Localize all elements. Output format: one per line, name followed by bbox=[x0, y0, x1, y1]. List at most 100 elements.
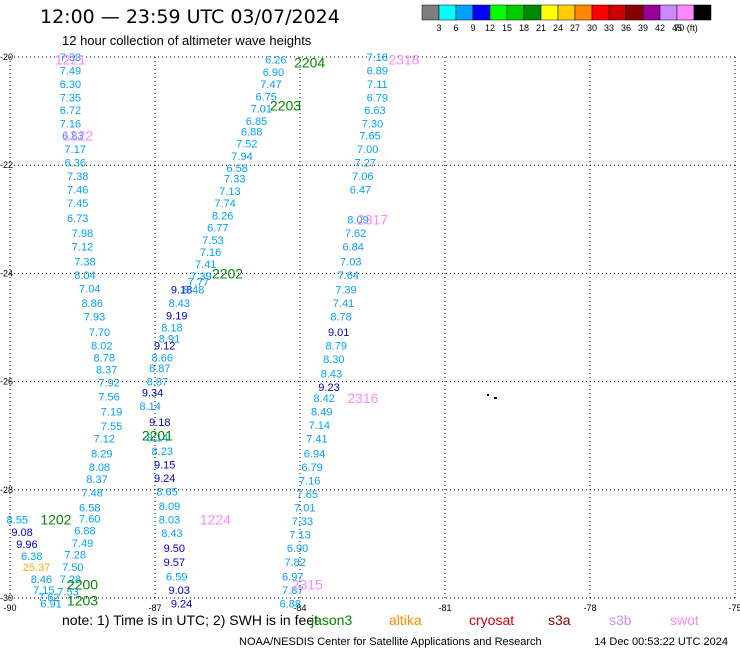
swh-value: 9.03 bbox=[168, 585, 189, 597]
data-points: 7.337.496.307.356.727.166.837.176.367.38… bbox=[7, 52, 389, 610]
swh-value: 7.00 bbox=[357, 144, 378, 156]
colorbar-swatch bbox=[642, 4, 661, 21]
swh-value: 6.85 bbox=[246, 116, 267, 128]
swh-value: 7.13 bbox=[219, 186, 240, 198]
swh-value: 8.48 bbox=[183, 285, 204, 297]
swh-value: 9.24 bbox=[171, 598, 192, 610]
stray-marker bbox=[487, 394, 497, 399]
swh-value: 8.87 bbox=[149, 363, 170, 375]
swh-value: 7.48 bbox=[81, 488, 102, 500]
swh-value: 7.70 bbox=[89, 327, 110, 339]
swh-value: 8.46 bbox=[31, 574, 52, 586]
swh-value: 8.43 bbox=[168, 298, 189, 310]
swh-value: 7.41 bbox=[333, 298, 354, 310]
stray-point bbox=[487, 394, 489, 396]
pass-label: 1222 bbox=[62, 127, 93, 143]
colorbar-label: 70 (ft) bbox=[674, 23, 698, 33]
swh-value: 7.04 bbox=[79, 284, 100, 296]
swh-value: 7.17 bbox=[65, 144, 86, 156]
swh-value: 9.23 bbox=[318, 382, 339, 394]
colorbar-label: 33 bbox=[604, 23, 614, 33]
swh-value: 6.63 bbox=[364, 105, 385, 117]
swh-value: 6.88 bbox=[280, 598, 301, 610]
swh-value: 6.72 bbox=[60, 105, 81, 117]
swh-value: 7.49 bbox=[60, 66, 81, 78]
swh-value: 8.87 bbox=[147, 377, 168, 389]
swh-value: 6.58 bbox=[226, 163, 247, 175]
colorbar-swatch bbox=[676, 4, 695, 21]
swh-value: 9.57 bbox=[164, 557, 185, 569]
swh-value: 9.19 bbox=[166, 311, 187, 323]
swh-value: 8.18 bbox=[161, 323, 182, 335]
swh-value: 7.27 bbox=[355, 157, 376, 169]
swh-value: 6.88 bbox=[74, 525, 95, 537]
swh-value: 8.66 bbox=[152, 352, 173, 364]
satellite-legend: jason3 altika cryosat s3a s3b swot bbox=[310, 612, 699, 628]
colorbar-swatch bbox=[523, 4, 542, 21]
swh-value: 6.26 bbox=[265, 55, 286, 67]
legend-jason3: jason3 bbox=[310, 612, 352, 628]
swh-value: 6.79 bbox=[301, 462, 322, 474]
colorbar-swatch bbox=[608, 4, 627, 21]
swh-value: 7.45 bbox=[67, 198, 88, 210]
swh-value: 8.23 bbox=[152, 446, 173, 458]
swh-value: 6.79 bbox=[367, 93, 388, 105]
swh-value: 6.47 bbox=[350, 185, 371, 197]
y-tick-label: -22 bbox=[0, 160, 13, 170]
colorbar-label: 30 bbox=[587, 23, 597, 33]
colorbar-label: 39 bbox=[638, 23, 648, 33]
swh-value: 8.26 bbox=[212, 211, 233, 223]
swh-value: 6.75 bbox=[255, 91, 276, 103]
y-tick-label: -26 bbox=[0, 377, 13, 387]
swh-value: 6.58 bbox=[79, 503, 100, 515]
colorbar-swatch bbox=[421, 4, 440, 21]
colorbar-label: 36 bbox=[621, 23, 631, 33]
pass-label: 2204 bbox=[294, 54, 325, 70]
footer-note: note: 1) Time is in UTC; 2) SWH is in fe… bbox=[62, 612, 318, 628]
pass-label: 1203 bbox=[67, 593, 98, 609]
swh-value: 8.43 bbox=[321, 368, 342, 380]
colorbar-label: 45 bbox=[672, 23, 682, 33]
swh-value: 7.33 bbox=[60, 52, 81, 64]
swh-value: 9.96 bbox=[16, 539, 37, 551]
swh-value: 8.03 bbox=[159, 515, 180, 527]
legend-swot: swot bbox=[670, 612, 699, 628]
footer-timestamp: 14 Dec 00:53:22 UTC 2024 bbox=[594, 636, 728, 648]
colorbar-swatch bbox=[540, 4, 559, 21]
pass-label: 2318 bbox=[388, 52, 419, 68]
swh-value: 8.55 bbox=[7, 515, 28, 527]
swh-value: 9.18 bbox=[171, 285, 192, 297]
colorbar-swatch bbox=[659, 4, 678, 21]
swh-value: 7.01 bbox=[294, 503, 315, 515]
pass-label: 2203 bbox=[270, 98, 301, 114]
swh-value: 7.55 bbox=[101, 421, 122, 433]
swh-value: 7.92 bbox=[98, 378, 119, 390]
swh-value: 7.62 bbox=[345, 228, 366, 240]
swh-value: 7.35 bbox=[60, 93, 81, 105]
plot-area: -90 -87 -84 -81 -78 -75 -20 -22 -24 -26 -28 -30 7.… bbox=[0, 52, 740, 613]
swh-value: 7.28 bbox=[65, 550, 86, 562]
footer-credit: NOAA/NESDIS Center for Satellite Applica… bbox=[239, 636, 542, 648]
swh-value: 6.90 bbox=[263, 67, 284, 79]
colorbar-swatch bbox=[489, 4, 508, 21]
colorbar-label: 42 bbox=[655, 23, 665, 33]
swh-value: 6.38 bbox=[21, 551, 42, 563]
swh-value: 7.18 bbox=[367, 52, 388, 64]
swh-value: 7.30 bbox=[362, 119, 383, 131]
swh-value: 8.14 bbox=[147, 432, 168, 444]
x-tick-label: -78 bbox=[583, 603, 596, 613]
swh-value: 7.16 bbox=[200, 247, 221, 259]
pass-label: 2317 bbox=[357, 211, 388, 227]
swh-value: 8.30 bbox=[323, 354, 344, 366]
swh-value: 9.50 bbox=[164, 543, 185, 555]
swh-value: 7.13 bbox=[289, 530, 310, 542]
swh-value: 7.01 bbox=[251, 103, 272, 115]
colorbar-label: 3 bbox=[436, 23, 441, 33]
x-tick-label: -87 bbox=[148, 603, 161, 613]
pass-label: 2316 bbox=[347, 390, 378, 406]
swh-value: 7.03 bbox=[340, 256, 361, 268]
y-tick-label: -30 bbox=[0, 593, 13, 603]
swh-value: 8.14 bbox=[139, 401, 160, 413]
swh-value: 6.90 bbox=[287, 543, 308, 555]
y-tick-label: -20 bbox=[0, 52, 13, 62]
